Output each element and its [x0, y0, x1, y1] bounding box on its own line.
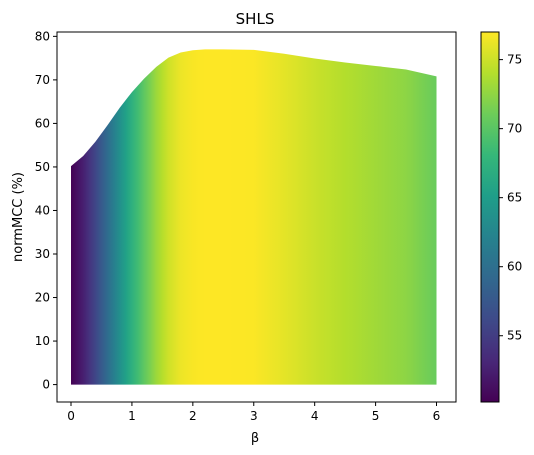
y-tick-label: 0	[42, 378, 50, 392]
y-tick-label: 70	[35, 73, 50, 87]
y-axis-label: normMCC (%)	[11, 172, 26, 262]
colorbar-tick-label: 65	[507, 191, 522, 205]
plot-area	[71, 49, 437, 385]
y-tick-label: 10	[35, 334, 50, 348]
x-tick-label: 3	[250, 409, 258, 423]
colorbar-tick-label: 60	[507, 260, 522, 274]
x-tick-label: 0	[67, 409, 75, 423]
y-tick-label: 80	[35, 29, 50, 43]
colorbar-tick-label: 75	[507, 53, 522, 67]
x-tick-label: 1	[128, 409, 136, 423]
y-tick-label: 20	[35, 291, 50, 305]
x-tick-label: 5	[372, 409, 380, 423]
y-tick-label: 60	[35, 116, 50, 130]
colorbar: 55 60 65 70 75	[480, 31, 522, 403]
x-tick-label: 6	[433, 409, 441, 423]
colorbar-frame	[480, 31, 500, 403]
plot-frame	[56, 31, 457, 403]
x-tick-label: 2	[189, 409, 197, 423]
x-tick-label: 4	[311, 409, 319, 423]
area-fill	[71, 49, 437, 385]
colorbar-gradient	[481, 32, 499, 402]
y-tick-label: 50	[35, 160, 50, 174]
colorbar-tick-label: 70	[507, 122, 522, 136]
chart-title: SHLS	[236, 10, 275, 28]
y-tick-label: 40	[35, 203, 50, 217]
y-tick-label: 30	[35, 247, 50, 261]
colorbar-tick-label: 55	[507, 329, 522, 343]
x-axis-label: β	[251, 431, 259, 446]
